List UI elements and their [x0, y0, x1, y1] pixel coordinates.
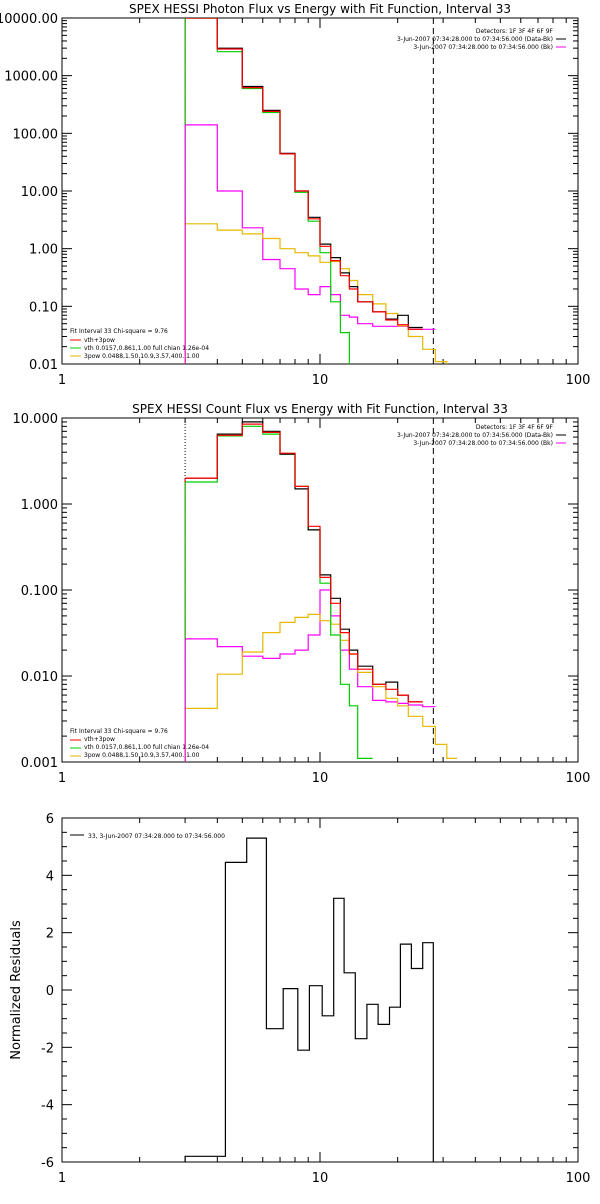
count-ytick-label: 10.000: [13, 412, 59, 427]
residuals-ylabel: Normalized Residuals: [9, 920, 24, 1060]
residuals-ytick-label: 0: [46, 984, 54, 999]
count-legend-vth: vth 0.0157,0.861,1.00 full chian 1.26e-0…: [84, 744, 209, 751]
count-series-data-bk: [185, 421, 423, 703]
photon-ytick-label: 100.00: [13, 127, 59, 142]
count-ytick-label: 0.010: [21, 670, 58, 685]
residuals-ytick-label: 4: [46, 869, 54, 884]
residuals-xtick-label: 10: [312, 1171, 329, 1186]
photon-legend-3pow: 3pow 0.0488,1.50,10.9,3.57,400.,1.00: [84, 353, 200, 360]
photon-plot-frame: [61, 17, 579, 365]
residuals-ytick-label: -6: [41, 1156, 54, 1171]
photon-series-data-bk: [185, 18, 423, 329]
count-flux-panel: SPEX HESSI Count Flux vs Energy with Fit…: [13, 402, 591, 786]
residuals-ytick-label: -4: [41, 1099, 54, 1114]
count-xtick-label: 100: [566, 771, 591, 786]
residuals-panel: Normalized Residuals 33, 3-Jun-2007 07:3…: [9, 812, 590, 1186]
count-legend-bk: 3-Jun-2007 07:34:28.000 to 07:34:56.000 …: [413, 440, 553, 447]
count-legend-vth3pow: vth+3pow: [84, 736, 115, 743]
count-legend-databk: 3-Jun-2007 07:34:28.000 to 07:34:56.000 …: [397, 432, 553, 439]
count-legend-fitinterval: Fit Interval 33 Chi-square = 9.76: [70, 728, 168, 735]
count-series-vth-3pow: [185, 423, 423, 703]
photon-legend-databk: 3-Jun-2007 07:34:28.000 to 07:34:56.000 …: [397, 36, 553, 43]
count-legend-3pow: 3pow 0.0488,1.50,10.9,3.57,400.,1.00: [84, 752, 200, 759]
residuals-xtick-label: 1: [58, 1171, 66, 1186]
photon-xtick-label: 100: [566, 373, 591, 388]
photon-xtick-label: 1: [58, 373, 66, 388]
photon-series-3pow: [185, 223, 448, 364]
photon-ytick-label: 1000.00: [4, 70, 58, 85]
count-flux-title: SPEX HESSI Count Flux vs Energy with Fit…: [132, 402, 508, 416]
photon-ytick-label: 1.00: [29, 243, 58, 258]
photon-ytick-label: 10000.00: [0, 12, 58, 27]
residuals-ytick-label: -2: [41, 1041, 54, 1056]
photon-ytick-label: 0.10: [29, 300, 58, 315]
photon-legend-bk: 3-Jun-2007 07:34:28.000 to 07:34:56.000 …: [413, 44, 553, 51]
photon-series-bk: [185, 124, 436, 330]
residuals-plot-frame: [61, 817, 579, 1163]
count-xtick-label: 1: [58, 771, 66, 786]
count-ytick-label: 0.001: [21, 756, 58, 771]
residuals-series: [184, 837, 434, 1162]
count-xtick-label: 10: [312, 771, 329, 786]
photon-legend-fitinterval: Fit Interval 33 Chi-square = 9.76: [70, 328, 168, 335]
photon-ytick-label: 0.01: [29, 358, 58, 373]
residuals-xtick-label: 100: [566, 1171, 591, 1186]
photon-legend-detectors: Detectors: 1F 3F 4F 6F 9F: [476, 28, 554, 35]
photon-flux-title: SPEX HESSI Photon Flux vs Energy with Fi…: [129, 2, 511, 16]
count-legend-detectors: Detectors: 1F 3F 4F 6F 9F: [476, 424, 554, 431]
photon-series-vth: [185, 18, 350, 364]
photon-legend-vth: vth 0.0157,0.861,1.00 full chian 1.26e-0…: [84, 345, 209, 352]
count-series-3pow: [185, 613, 458, 759]
photon-series-vth-3pow: [185, 18, 423, 330]
count-ytick-label: 0.100: [21, 584, 58, 599]
count-ytick-label: 1.000: [21, 498, 58, 513]
photon-ytick-label: 10.00: [21, 185, 58, 200]
residuals-legend: 33, 3-Jun-2007 07:34:28.000 to 07:34:56.…: [88, 833, 225, 840]
photon-legend-vth3pow: vth+3pow: [84, 337, 115, 344]
residuals-ytick-label: 2: [46, 927, 54, 942]
photon-flux-panel: SPEX HESSI Photon Flux vs Energy with Fi…: [0, 2, 590, 388]
photon-xtick-label: 10: [312, 373, 329, 388]
residuals-ytick-label: 6: [46, 812, 54, 827]
